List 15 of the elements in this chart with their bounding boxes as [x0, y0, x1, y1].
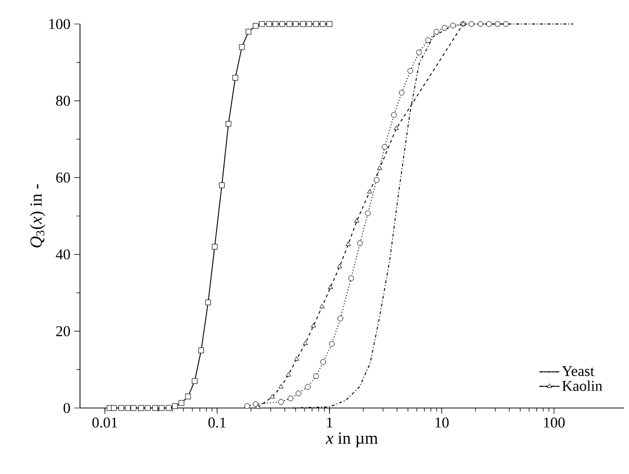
x-tick-label: 100	[544, 418, 565, 428]
x-axis-title: x in µm	[326, 432, 378, 448]
y-tick-label: 20	[56, 326, 70, 336]
x-tick-label: 1	[327, 418, 332, 428]
y-axis-title: Q$_{3}$(x) in -	[30, 184, 46, 248]
x-tick-label: 0.1	[208, 418, 226, 428]
y-tick-label: 40	[56, 249, 70, 260]
y-tick-label: 80	[56, 96, 70, 106]
x-tick-label: 10	[436, 418, 449, 428]
y-tick-label: 60	[56, 172, 70, 183]
legend-label: Yeast	[562, 366, 594, 376]
legend-label: Kaolin	[562, 380, 602, 391]
x-tick-label: 0.01	[92, 418, 118, 428]
y-tick-label: 0	[64, 402, 70, 414]
y-tick-label: 100	[49, 18, 70, 30]
